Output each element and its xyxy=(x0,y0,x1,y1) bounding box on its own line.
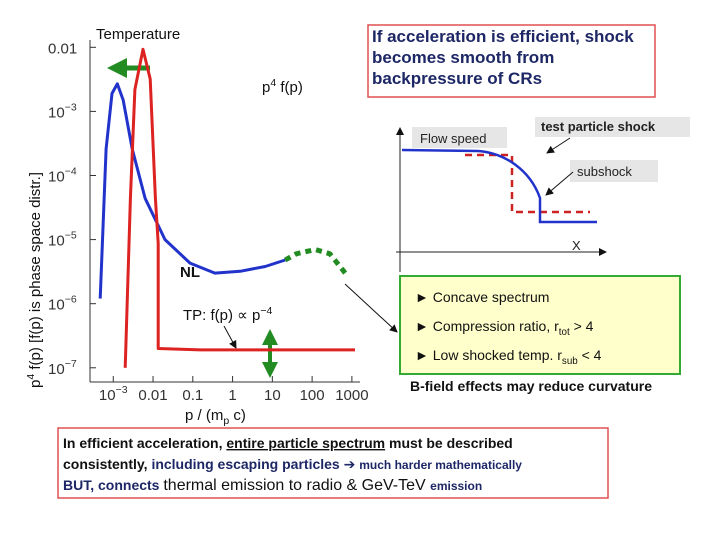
arrow xyxy=(546,137,571,154)
text-part: including escaping particles xyxy=(151,456,343,472)
text-part: connects xyxy=(98,477,163,493)
arrow xyxy=(223,325,237,349)
text-part: must be described xyxy=(385,435,513,451)
text-part: 4 xyxy=(25,374,37,380)
bullet-box xyxy=(399,275,681,375)
y-tick-label: 10−3 xyxy=(48,101,77,121)
y-tick-label: 10−6 xyxy=(48,294,77,314)
text-part: much harder mathematically xyxy=(359,458,522,472)
summary-line: consistently, including escaping particl… xyxy=(63,456,522,472)
y-tick-label: 10−7 xyxy=(48,358,77,378)
text-part: c) xyxy=(229,407,246,424)
y-tick-label: 10−5 xyxy=(48,230,77,250)
text-part: In efficient acceleration, xyxy=(63,435,226,451)
bullet: ► Concave spectrum xyxy=(415,289,549,305)
text-part: TP: f(p) ∝ p xyxy=(183,307,260,324)
tick-base: 10 xyxy=(48,361,65,378)
summary-box xyxy=(57,427,609,499)
text-part: > 4 xyxy=(570,318,594,334)
arrow xyxy=(344,283,398,333)
text-part: emission xyxy=(430,479,482,493)
y-axis-label: p4 f(p) [f(p) is phase space distr.] xyxy=(25,172,44,388)
bullet: ► Low shocked temp. rsub < 4 xyxy=(415,347,602,367)
x-tick-label: 10 xyxy=(264,387,281,404)
tick-base: 10 xyxy=(48,233,65,250)
arrow xyxy=(545,171,574,196)
x-tick-label: 0.1 xyxy=(182,387,203,404)
text-part: p xyxy=(223,415,229,427)
tick-exp: −7 xyxy=(65,358,77,370)
text-part: ► Low shocked temp. r xyxy=(415,347,562,363)
bullet: ► Compression ratio, rtot > 4 xyxy=(415,318,594,338)
text-part: 4 xyxy=(270,77,276,89)
tick-exp: −5 xyxy=(65,230,77,242)
series-line xyxy=(123,47,355,368)
x-tick-label: 100 xyxy=(300,387,325,404)
summary-line: In efficient acceleration, entire partic… xyxy=(63,435,513,451)
callout-line: backpressure of CRs xyxy=(372,69,542,88)
tick-exp: −6 xyxy=(65,294,77,306)
text-part: p / (m xyxy=(185,407,223,424)
annotation: Temperature xyxy=(96,26,180,43)
text-part: ➔ xyxy=(344,456,360,472)
inset-label: Flow speed xyxy=(420,131,486,146)
text-part: f(p) xyxy=(276,79,303,96)
text-part: p xyxy=(262,79,270,96)
text-part: ► Compression ratio, r xyxy=(415,318,559,334)
text-part: ► Concave spectrum xyxy=(415,289,549,305)
series-line xyxy=(283,247,348,275)
inset-label: test particle shock xyxy=(541,119,656,134)
text-part: entire particle spectrum xyxy=(226,435,385,451)
x-tick-label: 1 xyxy=(228,387,236,404)
text-part: thermal emission to radio & GeV-TeV xyxy=(163,477,430,494)
tick-exp: −4 xyxy=(65,165,77,177)
text-part: consistently, xyxy=(63,456,151,472)
inset-label: X xyxy=(572,238,581,253)
label-box xyxy=(535,117,690,137)
callout-line: If acceleration is efficient, shock xyxy=(372,27,634,46)
tp-profile xyxy=(465,153,590,214)
note: B-field effects may reduce curvature xyxy=(410,378,652,394)
x-tick-label: 10−3 xyxy=(99,384,128,404)
callout-box xyxy=(367,24,656,98)
x-axis-label: p / (mp c) xyxy=(185,407,246,427)
text-part: tot xyxy=(559,327,570,338)
summary-line: BUT, connects thermal emission to radio … xyxy=(63,477,482,494)
text-part: < 4 xyxy=(578,347,602,363)
x-tick-label: 0.01 xyxy=(138,387,167,404)
tick-base: 10 xyxy=(99,387,116,404)
inset-label: subshock xyxy=(577,164,632,179)
annotation: p4 f(p) xyxy=(262,77,303,96)
label-box xyxy=(570,160,658,182)
label-box xyxy=(412,127,507,148)
callout-line: becomes smooth from xyxy=(372,48,554,67)
annotation: NL xyxy=(180,264,200,281)
text-part: sub xyxy=(562,356,578,367)
text-part: BUT, xyxy=(63,477,98,493)
text-part: f(p) [f(p) is phase space distr.] xyxy=(27,172,44,374)
tick-exp: −3 xyxy=(116,384,128,396)
text-part: −4 xyxy=(260,305,272,317)
tick-base: 10 xyxy=(48,104,65,121)
tick-exp: −3 xyxy=(65,101,77,113)
annotation: TP: f(p) ∝ p−4 xyxy=(183,305,273,324)
text-part: p xyxy=(27,380,44,388)
tick-base: 10 xyxy=(48,297,65,314)
y-tick-label: 0.01 xyxy=(48,40,77,57)
tick-base: 10 xyxy=(48,168,65,185)
y-tick-label: 10−4 xyxy=(48,165,77,185)
nl-profile xyxy=(401,148,597,224)
x-tick-label: 1000 xyxy=(335,387,368,404)
series-line xyxy=(98,82,286,299)
inset xyxy=(396,117,690,272)
